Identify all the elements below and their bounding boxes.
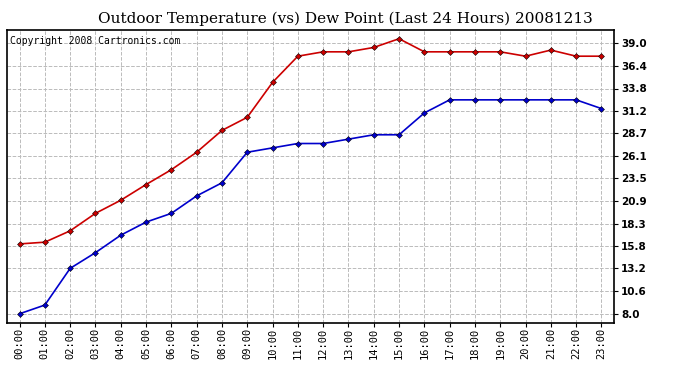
Text: Outdoor Temperature (vs) Dew Point (Last 24 Hours) 20081213: Outdoor Temperature (vs) Dew Point (Last…	[97, 11, 593, 26]
Text: Copyright 2008 Cartronics.com: Copyright 2008 Cartronics.com	[10, 36, 180, 46]
